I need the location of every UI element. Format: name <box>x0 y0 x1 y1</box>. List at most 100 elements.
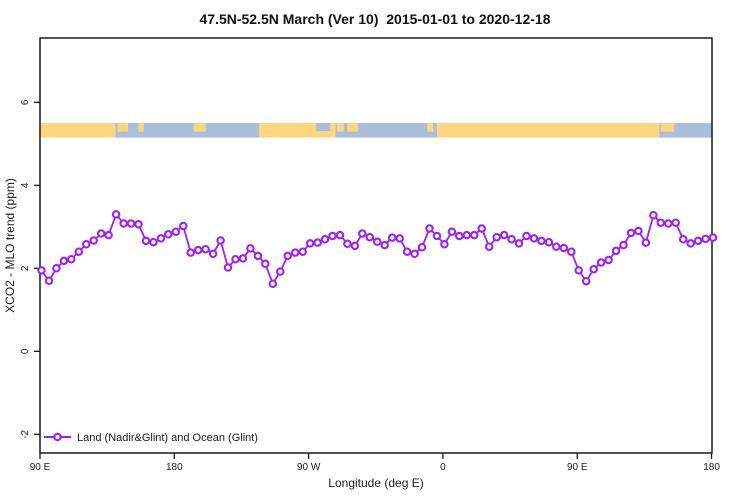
data-point-marker <box>552 242 561 251</box>
strip-segment-land <box>40 123 116 138</box>
strip-inlet-patch <box>316 123 331 132</box>
data-point-marker <box>567 247 576 256</box>
data-point-marker <box>425 224 434 233</box>
data-point-marker <box>164 230 173 239</box>
data-point-marker <box>171 227 181 237</box>
data-point-marker <box>261 259 270 269</box>
legend-label: Land (Nadir&Glint) and Ocean (Glint) <box>77 432 258 444</box>
plot-box <box>39 37 713 454</box>
data-point-marker <box>358 229 367 238</box>
data-point-marker <box>671 218 680 227</box>
strip-segment-ocean <box>335 123 437 138</box>
strip-island-patch <box>117 123 129 132</box>
strip-island-patch <box>660 123 675 132</box>
data-point-marker <box>119 219 128 228</box>
data-point-marker <box>74 247 84 256</box>
data-point-marker <box>499 230 509 240</box>
data-point-marker <box>537 236 546 246</box>
y-tick-label: 2 <box>20 265 31 271</box>
data-point-marker <box>365 232 375 242</box>
data-point-marker <box>141 236 151 246</box>
data-point-marker <box>208 249 218 259</box>
data-point-marker <box>395 234 404 243</box>
data-point-marker <box>447 227 457 237</box>
data-point-marker <box>440 240 449 249</box>
y-tick-label: 0 <box>20 348 31 354</box>
data-point-marker <box>320 235 330 244</box>
data-point-marker <box>268 279 278 288</box>
chart-title: 47.5N-52.5N March (Ver 10) 2015-01-01 to… <box>199 11 551 27</box>
data-point-marker <box>686 239 695 248</box>
data-point-marker <box>462 230 472 240</box>
strip-island-patch <box>427 123 434 132</box>
data-point-marker <box>111 210 121 219</box>
data-point-marker <box>626 228 636 238</box>
data-point-marker <box>343 239 352 249</box>
data-point-marker <box>619 240 628 250</box>
data-point-marker <box>126 219 136 228</box>
data-point-marker <box>596 258 606 267</box>
data-point-marker <box>410 249 419 259</box>
data-point-marker <box>156 234 166 243</box>
y-tick-label: 6 <box>20 99 31 105</box>
data-point-marker <box>529 234 539 243</box>
data-point-marker <box>223 263 233 272</box>
x-axis-label: Longitude (deg E) <box>328 476 423 490</box>
data-point-marker <box>641 238 651 247</box>
data-point-marker <box>701 234 710 244</box>
y-axis-label: XCO2 - MLO trend (ppm) <box>3 178 17 313</box>
strip-island-patch <box>347 123 358 132</box>
strip-island-patch <box>193 123 206 132</box>
data-point-marker <box>201 244 210 254</box>
data-point-marker <box>708 233 718 242</box>
data-point-marker <box>470 230 479 240</box>
data-point-marker <box>67 254 76 264</box>
data-point-marker <box>544 237 554 247</box>
data-point-marker <box>492 232 501 242</box>
data-point-marker <box>402 247 412 256</box>
data-point-marker <box>238 254 248 263</box>
data-point-marker <box>477 224 486 233</box>
x-tick-label: 90 E <box>567 462 588 473</box>
data-point-marker <box>149 237 158 247</box>
data-point-marker <box>432 231 442 241</box>
legend-marker-icon <box>53 432 62 442</box>
data-point-marker <box>253 251 263 261</box>
data-point-marker <box>216 236 225 245</box>
data-point-marker <box>44 276 54 286</box>
data-point-marker <box>507 235 516 244</box>
data-point-marker <box>276 267 285 276</box>
data-point-marker <box>37 266 46 275</box>
x-tick-label: 180 <box>703 462 720 473</box>
data-point-marker <box>649 210 658 220</box>
y-tick-label: -2 <box>20 429 31 438</box>
data-point-marker <box>104 230 113 240</box>
data-point-marker <box>305 239 315 248</box>
data-point-marker <box>231 254 240 264</box>
strip-island-patch <box>336 123 344 132</box>
data-point-marker <box>581 276 591 286</box>
data-point-marker <box>417 242 427 252</box>
x-tick-label: 90 W <box>297 462 321 473</box>
data-point-marker <box>678 235 688 244</box>
data-point-marker <box>514 239 524 248</box>
data-point-marker <box>693 236 703 246</box>
data-point-marker <box>328 231 337 241</box>
data-point-marker <box>186 248 195 257</box>
data-point-marker <box>283 251 292 261</box>
data-point-marker <box>89 236 98 245</box>
data-point-marker <box>52 264 61 273</box>
data-point-marker <box>373 237 382 247</box>
data-point-marker <box>589 264 598 274</box>
x-tick-label: 0 <box>440 462 446 473</box>
data-point-marker <box>59 256 69 266</box>
strip-island-patch <box>138 123 144 132</box>
data-point-marker <box>656 218 666 227</box>
data-point-marker <box>664 219 673 228</box>
data-point-marker <box>380 240 389 250</box>
data-point-marker <box>298 247 307 256</box>
data-point-marker <box>604 255 613 265</box>
data-point-marker <box>179 221 188 231</box>
